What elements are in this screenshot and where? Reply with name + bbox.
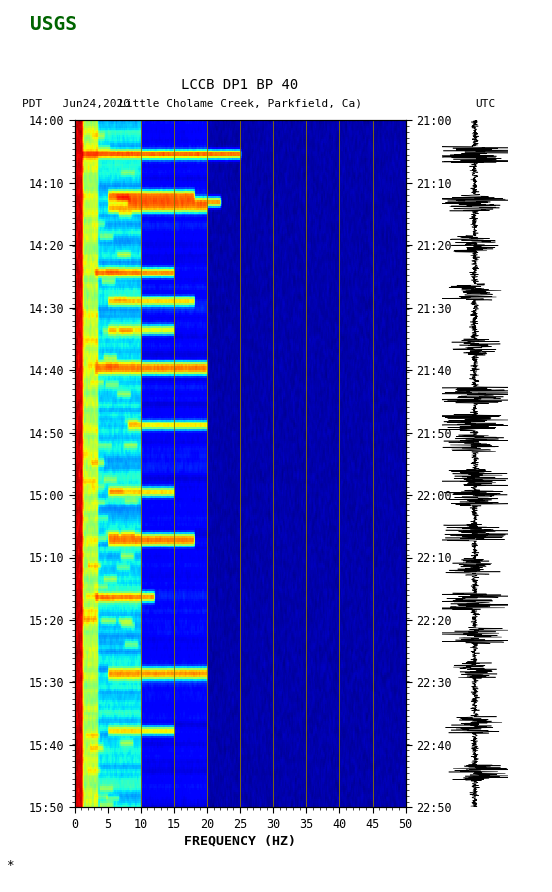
Text: USGS: USGS: [30, 14, 77, 34]
Text: PDT   Jun24,2020: PDT Jun24,2020: [22, 99, 130, 109]
Text: LCCB DP1 BP 40: LCCB DP1 BP 40: [182, 78, 299, 92]
Text: UTC: UTC: [476, 99, 496, 109]
Text: *: *: [6, 859, 13, 872]
Text: Little Cholame Creek, Parkfield, Ca): Little Cholame Creek, Parkfield, Ca): [119, 99, 362, 109]
X-axis label: FREQUENCY (HZ): FREQUENCY (HZ): [184, 835, 296, 847]
